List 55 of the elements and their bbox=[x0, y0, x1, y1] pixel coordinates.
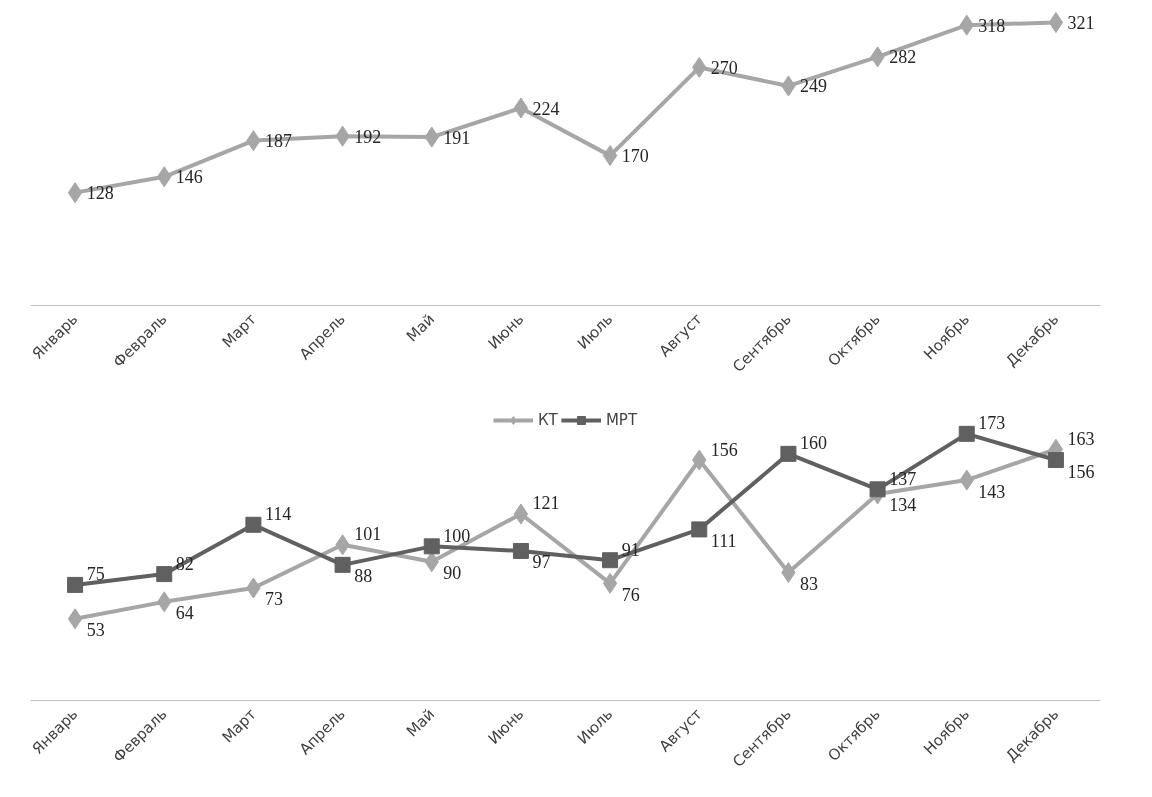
data-label: 156 bbox=[1067, 461, 1095, 482]
point bbox=[334, 556, 351, 573]
data-label: 114 bbox=[265, 504, 292, 525]
data-label: 111 bbox=[710, 530, 737, 551]
data-label: 187 bbox=[265, 131, 293, 152]
data-label: 160 bbox=[800, 433, 828, 454]
data-label: 270 bbox=[710, 57, 738, 78]
data-label: 192 bbox=[354, 126, 382, 147]
data-label: 137 bbox=[889, 468, 917, 489]
data-label: 97 bbox=[532, 552, 551, 573]
point bbox=[245, 516, 262, 533]
data-label: 134 bbox=[889, 495, 917, 516]
data-label: 53 bbox=[86, 620, 105, 641]
data-label: 76 bbox=[621, 584, 640, 605]
point bbox=[1048, 11, 1064, 33]
data-label: 83 bbox=[800, 574, 819, 595]
point bbox=[512, 542, 529, 559]
point bbox=[423, 538, 440, 555]
data-label: 64 bbox=[175, 603, 194, 624]
point bbox=[602, 572, 618, 594]
data-label: 249 bbox=[800, 76, 828, 97]
point bbox=[156, 566, 173, 583]
data-label: 282 bbox=[889, 47, 917, 68]
data-label: 143 bbox=[978, 481, 1006, 502]
data-label: 100 bbox=[443, 525, 471, 546]
legend-label: МРТ bbox=[605, 411, 638, 429]
point bbox=[691, 521, 708, 538]
point bbox=[1047, 452, 1064, 469]
data-label: 224 bbox=[532, 98, 560, 119]
point bbox=[602, 145, 618, 167]
point bbox=[67, 608, 83, 630]
point bbox=[67, 182, 83, 204]
data-label: 75 bbox=[86, 564, 105, 585]
data-label: 101 bbox=[354, 524, 382, 545]
data-label: 173 bbox=[978, 413, 1006, 434]
data-label: 73 bbox=[265, 589, 284, 610]
data-label: 146 bbox=[175, 167, 203, 188]
data-label: 321 bbox=[1067, 12, 1095, 33]
point bbox=[869, 481, 886, 498]
data-label: 88 bbox=[354, 566, 373, 587]
data-label: 156 bbox=[710, 439, 738, 460]
data-label: 128 bbox=[86, 183, 114, 204]
point bbox=[513, 503, 529, 525]
point bbox=[513, 97, 529, 119]
point bbox=[958, 425, 975, 442]
point bbox=[602, 552, 619, 569]
data-label: 121 bbox=[532, 493, 560, 514]
legend-label: КТ bbox=[537, 411, 558, 429]
point bbox=[780, 445, 797, 462]
data-label: 163 bbox=[1067, 428, 1095, 449]
point bbox=[67, 576, 84, 593]
data-label: 170 bbox=[621, 146, 649, 167]
data-label: 90 bbox=[443, 563, 462, 584]
data-label: 318 bbox=[978, 15, 1006, 36]
data-label: 191 bbox=[443, 127, 471, 148]
